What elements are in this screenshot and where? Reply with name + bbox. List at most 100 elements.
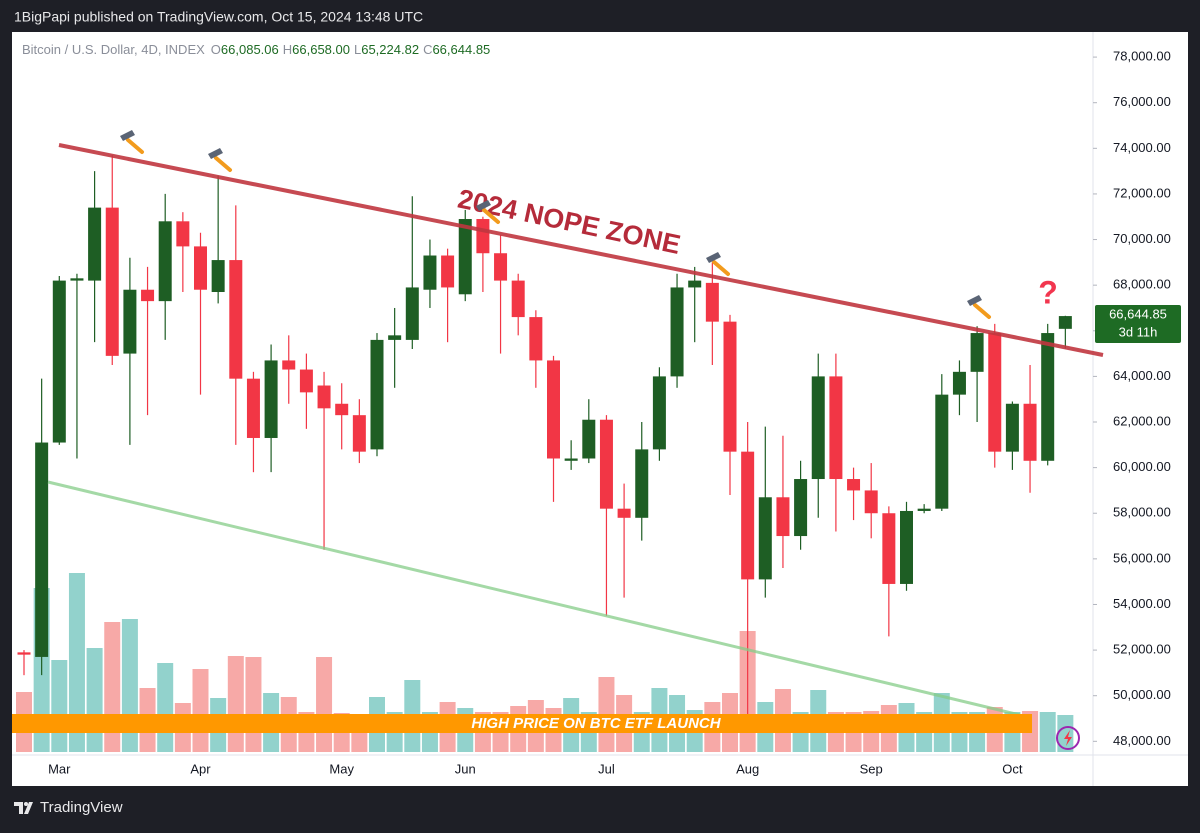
ohlc-key: C [423,42,432,57]
candle-body [476,219,490,254]
candle-body [599,419,613,509]
candle-body [617,508,631,518]
y-tick-label: 64,000.00 [1113,368,1171,383]
ohlc-key: O [211,42,221,57]
candle-body [564,458,578,461]
candle-body [299,369,313,393]
ohlc-value: 66,085.06 [221,42,279,57]
y-tick-label: 72,000.00 [1113,185,1171,200]
candle-body [458,219,472,295]
candle-body [652,376,666,450]
candle-body [17,652,31,655]
candle-body [688,280,702,288]
candle-body [635,449,649,518]
candle-body [723,321,737,452]
candle-body [882,513,896,584]
candle-body [811,376,825,480]
candle-body [741,451,755,580]
candle-body [511,280,525,318]
publish-info: 1BigPapi published on TradingView.com, O… [14,9,423,25]
x-tick-label: Mar [48,761,71,776]
candle-body [970,333,984,372]
volume-bar [51,660,68,752]
countdown: 3d 11h [1119,324,1158,339]
candle-body [582,419,596,459]
candle-body [1041,333,1055,461]
x-tick-label: Jul [598,761,615,776]
candle-body [194,246,207,290]
candle-body [705,282,719,322]
candle-body [335,403,349,416]
ohlc-key: H [283,42,292,57]
candle-body [494,253,508,281]
alert-icon [1056,726,1080,750]
candle-body [52,280,66,443]
last-price: 66,644.85 [1109,306,1167,321]
volume-bar [157,663,174,752]
ohlc-value: 65,224.82 [361,42,419,57]
last-price-tag [1095,305,1181,343]
question-mark: ? [1038,274,1058,310]
candle-body [211,260,225,293]
volume-bar [227,656,244,752]
y-tick-label: 78,000.00 [1113,49,1171,64]
y-tick-label: 76,000.00 [1113,94,1171,109]
y-tick-label: 58,000.00 [1113,505,1171,520]
footer-brand: TradingView [40,799,123,816]
candle-body [441,255,455,288]
candle-body [229,260,243,379]
candle-body [423,255,437,290]
candle-body [176,221,190,247]
volume-bar [86,648,103,752]
x-tick-label: Jun [455,761,476,776]
candle-body [352,415,366,452]
x-tick-label: May [329,761,354,776]
volume-bar [245,657,262,752]
y-tick-label: 50,000.00 [1113,687,1171,702]
candle-body [123,289,137,354]
volume-bar [68,573,85,752]
volume-bar [1039,712,1056,752]
volume-bar [316,657,333,752]
candle-layer [17,155,1072,719]
symbol-legend: Bitcoin / U.S. Dollar, 4D, INDEX O66,085.… [22,42,490,57]
candle-body [370,339,384,450]
candle-body [35,442,49,657]
candle-body [900,510,913,584]
candle-body [1005,403,1019,452]
y-tick-label: 60,000.00 [1113,459,1171,474]
candle-body [158,221,172,302]
y-tick-label: 68,000.00 [1113,277,1171,292]
candle-body [141,289,155,302]
candle-body [388,335,402,340]
banner [12,714,1032,733]
candle-body [282,360,296,370]
candle-body [917,508,931,511]
candle-body [70,278,84,281]
candle-body [317,385,331,409]
y-tick-label: 52,000.00 [1113,642,1171,657]
y-tick-label: 48,000.00 [1113,733,1171,748]
x-tick-label: Oct [1002,761,1023,776]
volume-bar [192,669,209,752]
candle-body [88,207,102,281]
ohlc-key: L [354,42,361,57]
support-trendline [47,480,1021,717]
ohlc-value: 66,644.85 [432,42,490,57]
x-tick-label: Apr [190,761,211,776]
symbol: Bitcoin / U.S. Dollar, 4D, INDEX [22,42,205,57]
y-tick-label: 62,000.00 [1113,413,1171,428]
banner-text: HIGH PRICE ON BTC ETF LAUNCH [471,715,721,732]
x-tick-label: Aug [736,761,759,776]
candle-body [529,317,543,361]
x-tick-label: Sep [860,761,883,776]
candle-body [864,490,878,514]
y-tick-label: 74,000.00 [1113,140,1171,155]
candle-body [847,479,861,491]
y-tick-label: 56,000.00 [1113,550,1171,565]
candle-body [935,394,949,509]
candle-body [758,497,772,580]
resistance-trendline [58,143,1104,357]
